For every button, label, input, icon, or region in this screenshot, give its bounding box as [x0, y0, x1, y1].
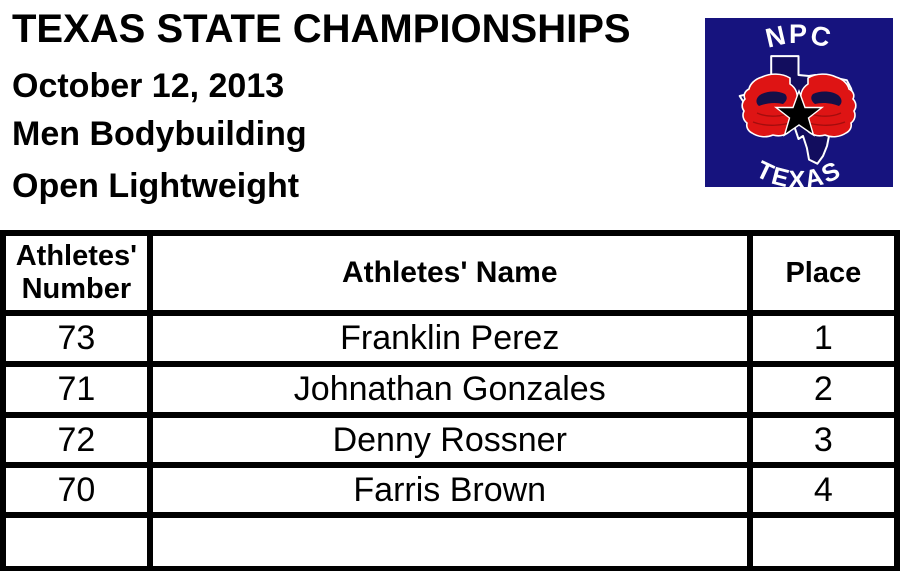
svg-text:NPC: NPC — [763, 19, 836, 54]
